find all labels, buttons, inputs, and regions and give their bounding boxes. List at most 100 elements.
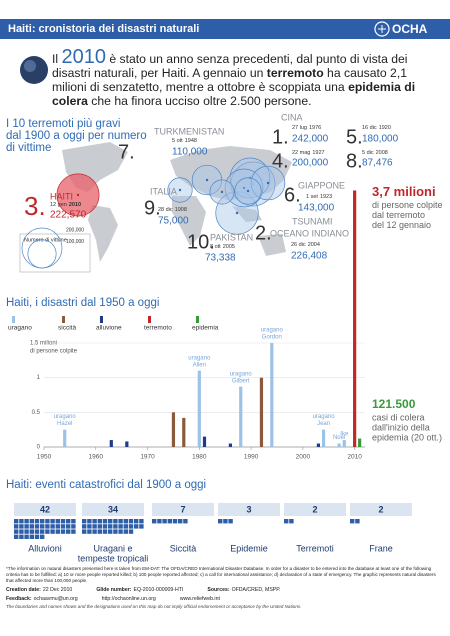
- footer-disclaimer: The boundaries and names shown and the d…: [6, 604, 302, 609]
- event-count-panel: [14, 503, 76, 516]
- quake-day: 12 gen: [50, 202, 67, 208]
- quake-day: 22 mag: [292, 150, 310, 156]
- meta-value: http://ochaonline.un.org: [101, 596, 156, 602]
- event-square: [134, 524, 139, 529]
- event-square: [40, 519, 45, 524]
- quake-year: 2005: [223, 244, 235, 250]
- quake-victims: 222,570: [50, 210, 87, 221]
- event-name: Frane: [369, 543, 393, 553]
- bar: [109, 440, 113, 447]
- y-tick-label: 0.5: [32, 410, 41, 416]
- intro-segment: è stato un anno senza precedenti, dal pu…: [52, 52, 408, 80]
- bar: [342, 440, 346, 447]
- section-title: di vittime: [6, 142, 51, 154]
- quake-victims: 226,408: [291, 251, 328, 262]
- bubble-center: [266, 181, 270, 185]
- quake-day: 16 dic: [362, 125, 377, 131]
- logo-text: OCHA: [392, 22, 428, 36]
- meta-value: OFDA/CRED, MSPP.: [231, 587, 281, 593]
- quake-date: 12 gen 2010: [50, 202, 81, 208]
- event-square: [128, 529, 134, 534]
- bar: [171, 412, 176, 447]
- bar-annotation: uragano: [54, 414, 77, 420]
- event-square: [102, 524, 108, 529]
- bubble-center: [246, 189, 250, 193]
- legend-swatch: [148, 316, 151, 323]
- event-square: [34, 519, 40, 524]
- legend-swatch: [62, 316, 65, 323]
- event-square: [24, 534, 29, 539]
- event-name: Uragani e: [93, 543, 132, 553]
- intro-segment: che ha finora ucciso oltre 2.500 persone…: [87, 94, 312, 108]
- intro-segment: 2010: [61, 46, 106, 68]
- event-count: 3: [246, 504, 251, 514]
- quake-place: ITALIA: [150, 186, 177, 196]
- bar: [270, 343, 274, 447]
- y-tick-label: 1: [37, 375, 41, 381]
- event-square: [14, 534, 19, 539]
- event-square: [55, 529, 60, 534]
- event-square: [87, 524, 92, 529]
- event-count-panel: [82, 503, 144, 516]
- meta-value: ochaavmu@un.org: [33, 596, 78, 602]
- quake-place: TSUNAMI: [292, 216, 333, 226]
- event-square: [113, 529, 118, 534]
- event-name: Terremoti: [296, 543, 334, 553]
- bar: [239, 386, 243, 447]
- event-square: [45, 519, 50, 524]
- legend-label: alluvione: [96, 325, 122, 332]
- haiti-globe: [24, 60, 36, 72]
- bar: [125, 441, 129, 447]
- event-count: 2: [312, 504, 317, 514]
- intro-segment: terremoto: [266, 66, 324, 80]
- event-count-panel: [152, 503, 214, 516]
- event-square: [45, 524, 50, 529]
- quake-year: 1920: [379, 125, 391, 131]
- event-square: [60, 524, 66, 529]
- event-square: [34, 524, 40, 529]
- quake-victims: 143,000: [298, 203, 335, 214]
- bubble-legend-box: [19, 233, 91, 273]
- event-square: [66, 524, 71, 529]
- footer-note: *The information on natural disasters pr…: [6, 566, 436, 583]
- bar: [316, 443, 321, 447]
- y-tick-label: 0: [37, 445, 41, 451]
- event-square: [82, 519, 87, 524]
- quake-date: 26 dic 2004: [291, 242, 320, 248]
- event-square: [71, 529, 76, 534]
- quake-day: 8 ott: [210, 244, 221, 250]
- event-square: [50, 524, 55, 529]
- meta-item: Feedback: ochaavmu@un.org: [6, 596, 90, 602]
- event-square: [108, 529, 113, 534]
- header-title: Haiti: cronistoria dei disastri naturali: [8, 23, 199, 35]
- logo-emblem: [374, 21, 390, 37]
- event-square: [183, 519, 188, 524]
- event-square: [167, 519, 172, 524]
- bar-annotation: uragano: [261, 328, 284, 334]
- quake-date: 5 dic 2008: [362, 150, 388, 156]
- bar-annotation: Gordon: [262, 335, 282, 341]
- event-square: [45, 529, 50, 534]
- bar: [321, 429, 326, 447]
- quake-victims: 110,000: [172, 147, 208, 158]
- event-square: [29, 534, 34, 539]
- quake-day: 27 lug: [292, 125, 307, 131]
- event-square: [29, 529, 34, 534]
- bar-annotation: Jean: [317, 421, 330, 427]
- bar: [337, 443, 341, 447]
- event-square: [24, 524, 29, 529]
- quake-date: 16 dic 1920: [362, 125, 391, 131]
- event-square: [92, 519, 97, 524]
- event-square: [29, 519, 34, 524]
- event-square: [82, 529, 87, 534]
- event-count: 34: [108, 504, 118, 514]
- event-square: [14, 529, 19, 534]
- event-count-panel: [350, 503, 412, 516]
- event-square: [97, 519, 102, 524]
- quake-rank: 9.: [144, 197, 161, 219]
- event-square: [82, 524, 87, 529]
- quake-day: 5 dic: [362, 150, 374, 156]
- bar-caption: casi di colera: [372, 412, 425, 422]
- chart-title: Haiti, i disastri dal 1950 a oggi: [6, 297, 159, 309]
- quake-rank: 10.: [187, 231, 215, 253]
